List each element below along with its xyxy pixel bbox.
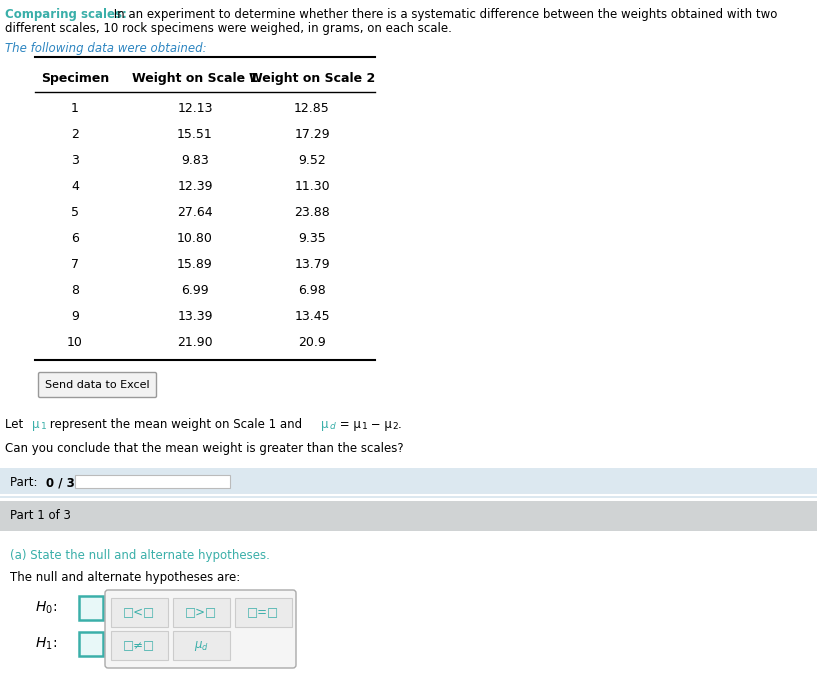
Text: different scales, 10 rock specimens were weighed, in grams, on each scale.: different scales, 10 rock specimens were… xyxy=(5,22,452,35)
Text: 4: 4 xyxy=(71,180,79,193)
Text: 13.45: 13.45 xyxy=(294,310,330,323)
Text: □>□: □>□ xyxy=(185,606,217,619)
Text: 12.85: 12.85 xyxy=(294,102,330,115)
Text: 11.30: 11.30 xyxy=(294,180,330,193)
Text: 0 / 3: 0 / 3 xyxy=(46,476,74,489)
Text: 7: 7 xyxy=(71,258,79,271)
Bar xyxy=(75,475,230,488)
Text: 9.35: 9.35 xyxy=(298,232,326,245)
Text: 3: 3 xyxy=(71,154,79,167)
Text: Can you conclude that the mean weight is greater than the scales?: Can you conclude that the mean weight is… xyxy=(5,442,404,455)
Text: 1: 1 xyxy=(361,422,368,431)
Text: 13.39: 13.39 xyxy=(177,310,212,323)
Text: □≠□: □≠□ xyxy=(123,639,155,652)
FancyBboxPatch shape xyxy=(172,631,230,659)
Text: In an experiment to determine whether there is a systematic difference between t: In an experiment to determine whether th… xyxy=(110,8,777,21)
FancyBboxPatch shape xyxy=(79,632,103,656)
Text: 2: 2 xyxy=(71,128,79,141)
Text: Comparing scales:: Comparing scales: xyxy=(5,8,127,21)
Text: 15.51: 15.51 xyxy=(177,128,213,141)
Text: 13.79: 13.79 xyxy=(294,258,330,271)
Text: 1: 1 xyxy=(71,102,79,115)
Text: = μ: = μ xyxy=(336,418,361,431)
Text: 17.29: 17.29 xyxy=(294,128,330,141)
Text: 8: 8 xyxy=(71,284,79,297)
Text: Let: Let xyxy=(5,418,27,431)
FancyBboxPatch shape xyxy=(38,372,157,397)
FancyBboxPatch shape xyxy=(110,597,167,627)
Text: 12.39: 12.39 xyxy=(177,180,212,193)
Text: 5: 5 xyxy=(71,206,79,219)
Text: □=□: □=□ xyxy=(247,606,279,619)
Text: 1: 1 xyxy=(41,422,47,431)
Text: .: . xyxy=(398,418,402,431)
Bar xyxy=(0,501,817,531)
Text: 20.9: 20.9 xyxy=(298,336,326,349)
Text: 6: 6 xyxy=(71,232,79,245)
Text: − μ: − μ xyxy=(367,418,392,431)
Text: (a) State the null and alternate hypotheses.: (a) State the null and alternate hypothe… xyxy=(10,549,270,562)
Bar xyxy=(0,468,817,498)
Text: 10: 10 xyxy=(67,336,83,349)
Text: Weight on Scale 2: Weight on Scale 2 xyxy=(249,72,375,85)
Text: 21.90: 21.90 xyxy=(177,336,212,349)
Text: 9.83: 9.83 xyxy=(181,154,209,167)
Text: μ: μ xyxy=(32,418,39,431)
Text: 15.89: 15.89 xyxy=(177,258,213,271)
FancyBboxPatch shape xyxy=(105,590,296,668)
Text: The null and alternate hypotheses are:: The null and alternate hypotheses are: xyxy=(10,571,240,584)
Text: 27.64: 27.64 xyxy=(177,206,212,219)
FancyBboxPatch shape xyxy=(234,597,292,627)
FancyBboxPatch shape xyxy=(172,597,230,627)
Text: μ: μ xyxy=(321,418,328,431)
Text: 12.13: 12.13 xyxy=(177,102,212,115)
Text: represent the mean weight on Scale 1 and: represent the mean weight on Scale 1 and xyxy=(46,418,306,431)
Text: 2: 2 xyxy=(392,422,398,431)
Text: 9: 9 xyxy=(71,310,79,323)
Text: Specimen: Specimen xyxy=(41,72,109,85)
Text: 9.52: 9.52 xyxy=(298,154,326,167)
Text: Part 1 of 3: Part 1 of 3 xyxy=(10,509,71,522)
Text: Send data to Excel: Send data to Excel xyxy=(45,380,150,390)
Text: The following data were obtained:: The following data were obtained: xyxy=(5,42,207,55)
Text: 6.98: 6.98 xyxy=(298,284,326,297)
Text: 6.99: 6.99 xyxy=(181,284,209,297)
Text: Part:: Part: xyxy=(10,476,41,489)
Text: 23.88: 23.88 xyxy=(294,206,330,219)
Text: $H_0$:: $H_0$: xyxy=(35,600,57,616)
Text: □<□: □<□ xyxy=(123,606,155,619)
FancyBboxPatch shape xyxy=(110,631,167,659)
FancyBboxPatch shape xyxy=(79,596,103,620)
Text: Weight on Scale 1: Weight on Scale 1 xyxy=(132,72,258,85)
Text: d: d xyxy=(329,422,335,431)
Text: $H_1$:: $H_1$: xyxy=(35,636,57,652)
Text: $\mu_d$: $\mu_d$ xyxy=(194,639,208,653)
Text: 10.80: 10.80 xyxy=(177,232,213,245)
